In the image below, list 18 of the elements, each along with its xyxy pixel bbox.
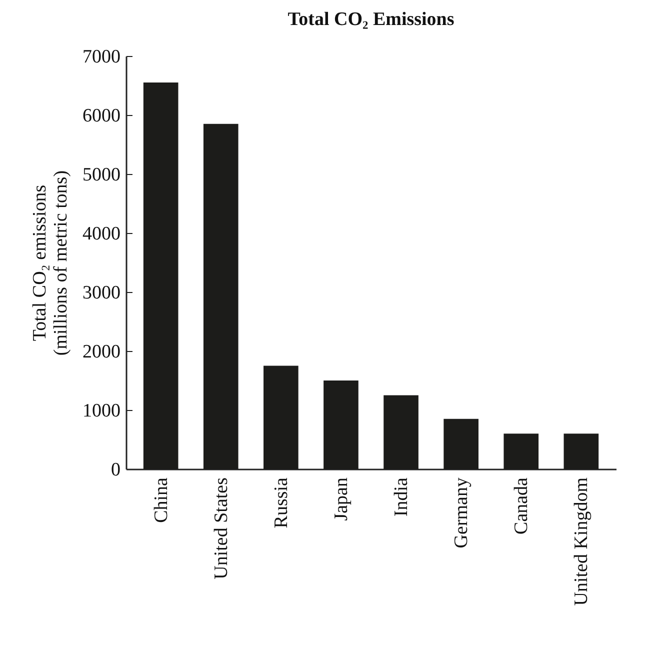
y-tick-label: 2000	[82, 342, 120, 362]
y-tick-label: 6000	[82, 106, 120, 126]
x-tick-label: Japan	[330, 477, 352, 521]
x-tick-label: Germany	[451, 477, 472, 548]
y-tick-label: 1000	[82, 400, 120, 422]
y-tick-label: 5000	[82, 164, 120, 186]
chart-title: Total CO₂ Emissions	[288, 9, 454, 30]
y-tick-label: 0	[111, 460, 120, 480]
y-axis-title: Total CO₂ emissions (millions of metric tons)	[30, 170, 72, 356]
x-tick-label: United Kingdom	[571, 477, 592, 606]
y-tick-label: 3000	[82, 282, 120, 304]
x-tick-label: Canada	[511, 476, 532, 534]
x-tick-label: India	[391, 476, 412, 517]
y-tick-label: 7000	[82, 46, 120, 68]
y-tick-label: 4000	[82, 224, 120, 244]
x-tick-label: United States	[210, 478, 232, 580]
x-tick-label: Russia	[270, 476, 292, 528]
x-tick-label: China	[150, 476, 172, 523]
